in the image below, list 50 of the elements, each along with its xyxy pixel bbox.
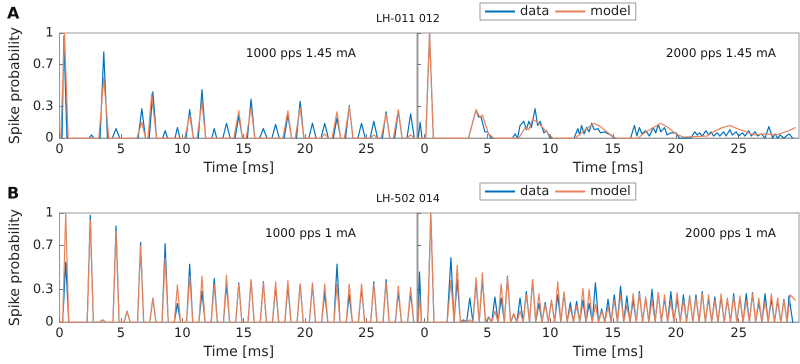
annotation: 2000 pps 1 mA <box>685 226 777 240</box>
x-tick-label: 25 <box>730 142 747 158</box>
x-tick-label: 20 <box>668 326 684 342</box>
annotation: 1000 pps 1 mA <box>265 226 357 240</box>
x-axis-title: Time [ms] <box>202 344 274 360</box>
x-axis-title: Time [ms] <box>202 160 274 176</box>
annotation: 1000 pps 1.45 mA <box>246 46 357 60</box>
x-axis-title: Time [ms] <box>572 344 644 360</box>
x-tick-label: 10 <box>174 142 191 158</box>
y-tick-label: 0.7 <box>32 238 54 254</box>
x-tick-label: 10 <box>174 326 191 342</box>
y-tick-label: 0.3 <box>32 282 54 297</box>
x-tick-label: 15 <box>604 326 622 342</box>
x-tick-label: 5 <box>116 142 126 158</box>
y-axis-title: Spike probability <box>7 27 23 144</box>
chart-title: B <box>7 184 20 202</box>
legend-label: model <box>590 184 631 199</box>
x-tick-label: 0 <box>420 142 429 158</box>
legend-label: model <box>590 4 631 19</box>
chart-title: LH-502 014 <box>376 192 440 205</box>
x-tick-label: 10 <box>542 326 558 342</box>
x-tick-label: 15 <box>235 326 252 342</box>
y-tick-label: 0.7 <box>32 57 54 72</box>
x-tick-label: 0 <box>55 326 64 342</box>
x-tick-label: 0 <box>420 326 429 342</box>
x-tick-label: 10 <box>542 142 558 158</box>
x-tick-label: 25 <box>358 326 375 342</box>
y-axis-title: Spike probability <box>7 209 23 326</box>
y-tick-label: 0 <box>45 130 54 146</box>
chart-title: A <box>7 4 20 22</box>
x-tick-label: 15 <box>235 142 252 158</box>
x-tick-label: 25 <box>730 326 747 342</box>
x-tick-label: 15 <box>604 142 622 158</box>
x-tick-label: 20 <box>668 142 684 158</box>
y-tick-label: 0 <box>45 314 54 330</box>
y-tick-label: 0.3 <box>32 99 54 114</box>
x-tick-label: 5 <box>483 142 492 158</box>
y-tick-label: 1 <box>45 26 54 40</box>
x-tick-label: 5 <box>483 326 492 342</box>
x-tick-label: 20 <box>296 142 314 158</box>
x-tick-label: 0 <box>55 142 64 158</box>
y-tick-label: 1 <box>45 206 54 220</box>
x-tick-label: 5 <box>116 326 126 342</box>
x-tick-label: 25 <box>358 142 375 158</box>
x-tick-label: 20 <box>296 326 314 342</box>
legend-label: data <box>520 184 550 199</box>
x-axis-title: Time [ms] <box>572 160 644 176</box>
chart-title: LH-011 012 <box>376 12 440 25</box>
legend-label: data <box>520 4 550 19</box>
annotation: 2000 pps 1.45 mA <box>666 46 777 60</box>
